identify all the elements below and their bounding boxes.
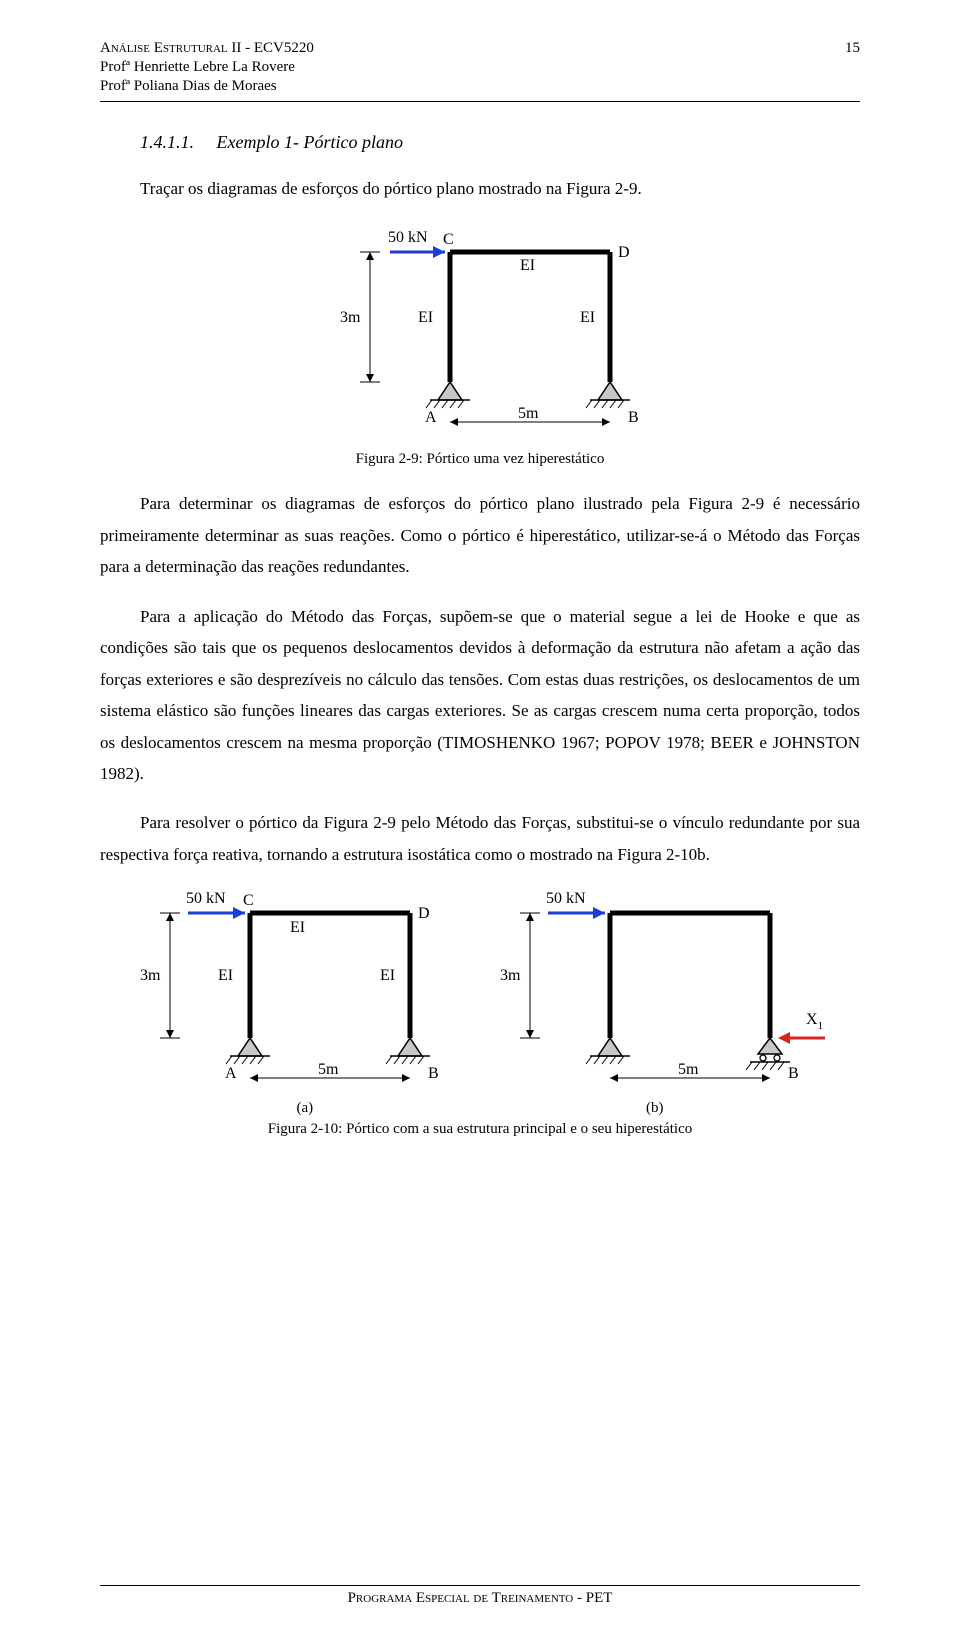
dim-h-b: 5m — [678, 1061, 699, 1078]
node-b-a: B — [428, 1065, 439, 1082]
ei-right-a: EI — [380, 967, 395, 984]
dim-h-label: 5m — [518, 405, 539, 422]
dim-h-a: 5m — [318, 1061, 339, 1078]
portico-diagram-2b: 3m 50 kN B — [490, 888, 830, 1098]
ei-top: EI — [520, 257, 535, 274]
paragraph-2: Para a aplicação do Método das Forças, s… — [100, 601, 860, 790]
paragraph-1: Para determinar os diagramas de esforços… — [100, 488, 860, 582]
dim-v-a: 3m — [140, 967, 161, 984]
node-d-a: D — [418, 905, 430, 922]
load-a: 50 kN — [186, 890, 226, 907]
prof2: Profª Poliana Dias de Moraes — [100, 78, 860, 95]
footer-rule — [100, 1585, 860, 1586]
sublabel-a: (a) — [296, 1100, 313, 1117]
node-a: A — [425, 409, 437, 426]
fig2-caption: Figura 2-10: Pórtico com a sua estrutura… — [268, 1121, 692, 1138]
intro-text: Traçar os diagramas de esforços do pórti… — [100, 173, 860, 204]
page-number: 15 — [845, 40, 860, 57]
figure-2-9: 3m 50 kN C D EI EI EI — [100, 222, 860, 468]
footer-text: Programa Especial de Treinamento - PET — [100, 1590, 860, 1607]
node-b: B — [628, 409, 639, 426]
x1-label: X1 — [806, 1011, 823, 1032]
ei-top-a: EI — [290, 919, 305, 936]
ei-right: EI — [580, 309, 595, 326]
figure-2-10: 3m 50 kN C D EI EI EI A B — [100, 888, 860, 1138]
portico-diagram-1: 3m 50 kN C D EI EI EI — [310, 222, 650, 442]
dim-v-b: 3m — [500, 967, 521, 984]
sublabel-b: (b) — [646, 1100, 664, 1117]
node-d: D — [618, 244, 630, 261]
load-b: 50 kN — [546, 890, 586, 907]
node-b-b: B — [788, 1065, 799, 1082]
section-name: Exemplo 1- Pórtico plano — [217, 132, 403, 152]
dim-v-label: 3m — [340, 309, 361, 326]
ei-left: EI — [418, 309, 433, 326]
load-label: 50 kN — [388, 229, 428, 246]
node-c-a: C — [243, 892, 254, 909]
ei-left-a: EI — [218, 967, 233, 984]
fig1-caption: Figura 2-9: Pórtico uma vez hiperestátic… — [356, 451, 605, 468]
page-footer: Programa Especial de Treinamento - PET — [100, 1585, 860, 1607]
paragraph-3: Para resolver o pórtico da Figura 2-9 pe… — [100, 807, 860, 870]
header-rule — [100, 101, 860, 102]
section-number: 1.4.1.1. — [140, 132, 194, 152]
portico-diagram-2a: 3m 50 kN C D EI EI EI A B — [130, 888, 450, 1098]
node-a-a: A — [225, 1065, 237, 1082]
section-title: 1.4.1.1. Exemplo 1- Pórtico plano — [140, 132, 860, 153]
node-c: C — [443, 231, 454, 248]
prof1: Profª Henriette Lebre La Rovere — [100, 59, 860, 76]
course-code: Análise Estrutural II - ECV5220 — [100, 40, 314, 57]
